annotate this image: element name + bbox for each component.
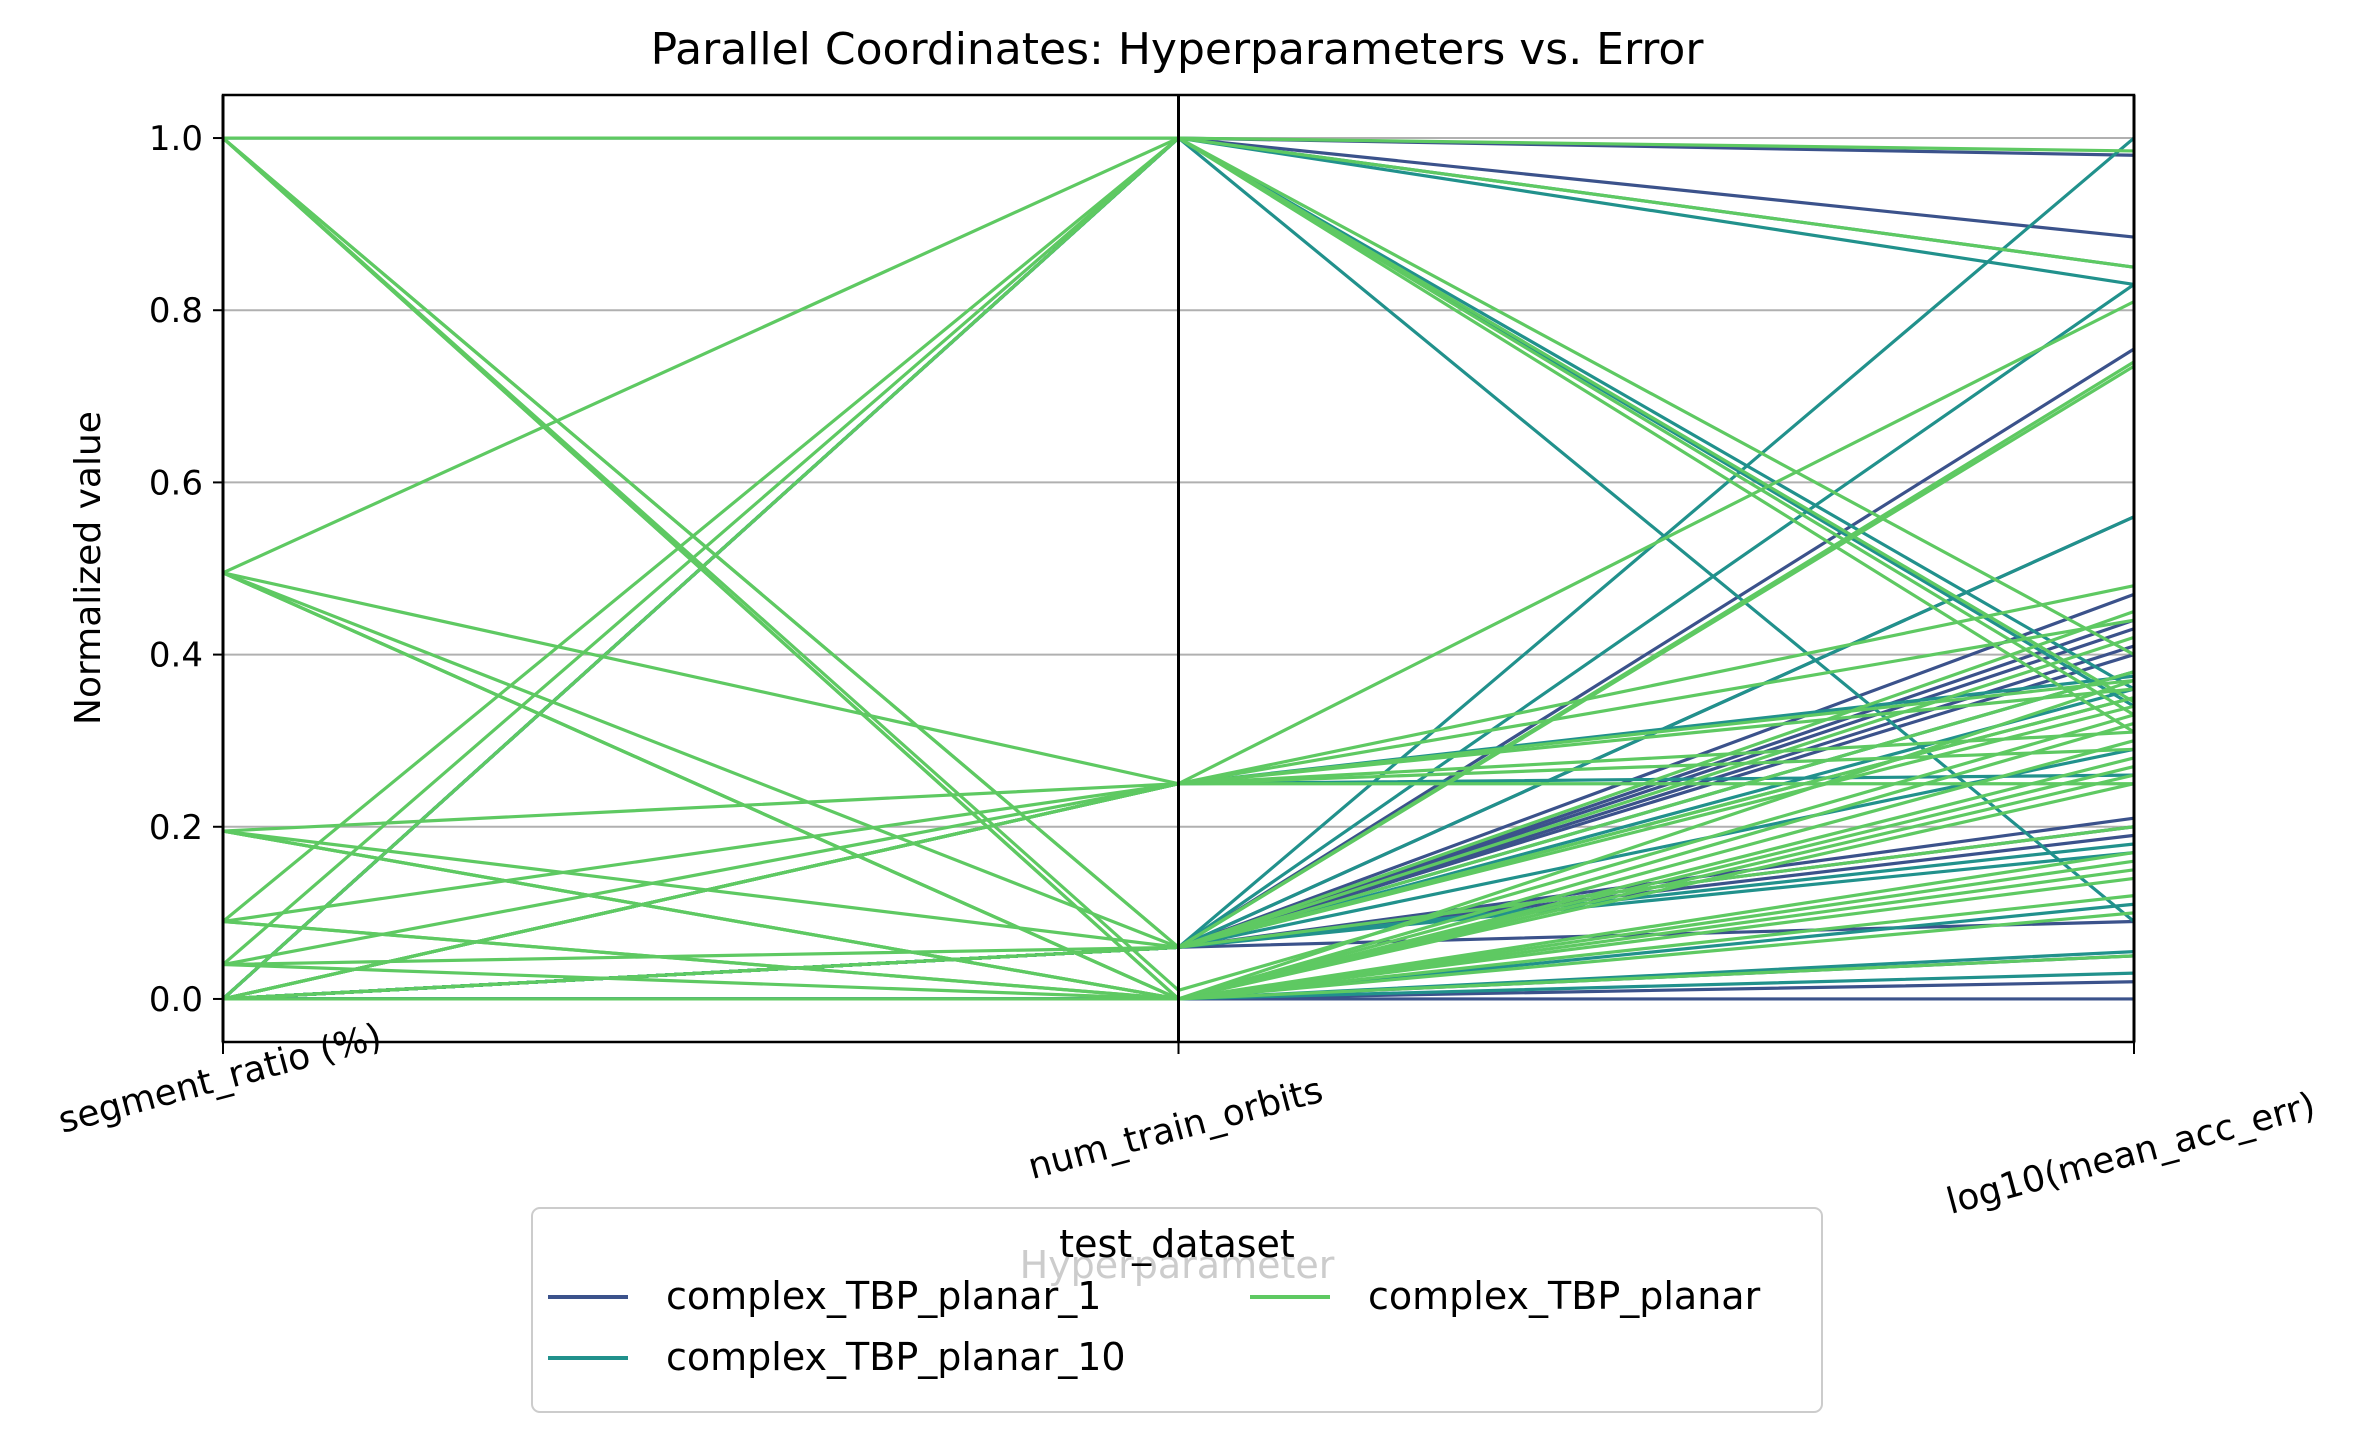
x-tick-label: log10(mean_acc_err) (1942, 1085, 2319, 1223)
y-axis-label: Normalized value (68, 411, 109, 725)
legend-entry-label: complex_TBP_planar_1 (666, 1274, 1101, 1318)
legend: Hyperparameter test_dataset complex_TBP_… (531, 1207, 1823, 1413)
y-tick-label: 0.4 (149, 636, 203, 676)
y-tick-label: 0.2 (149, 808, 203, 848)
legend-entry-label: complex_TBP_planar_10 (666, 1335, 1126, 1379)
x-axis-label: Hyperparameter (1020, 1243, 1335, 1287)
x-ticks: segment_ratio (%) num_train_orbits log10(m… (54, 1016, 2320, 1223)
y-tick-label: 0.8 (149, 291, 203, 331)
y-tick-label: 0.6 (149, 463, 203, 503)
y-tick-label: 1.0 (149, 119, 203, 159)
legend-entries: complex_TBP_planar_1 complex_TBP_planar_1… (548, 1274, 1761, 1379)
chart-title: Parallel Coordinates: Hyperparameters vs… (651, 24, 1705, 75)
x-tick-label: num_train_orbits (1024, 1070, 1327, 1188)
x-tick-label: segment_ratio (%) (54, 1016, 386, 1142)
legend-entry-label: complex_TBP_planar (1368, 1274, 1761, 1318)
axes (221, 93, 2136, 1044)
legend-frame (531, 1207, 1823, 1413)
legend-title: test_dataset (1059, 1222, 1295, 1266)
y-ticks: 0.0 0.2 0.4 0.6 0.8 1.0 (149, 119, 223, 1020)
y-tick-label: 0.0 (149, 980, 203, 1020)
